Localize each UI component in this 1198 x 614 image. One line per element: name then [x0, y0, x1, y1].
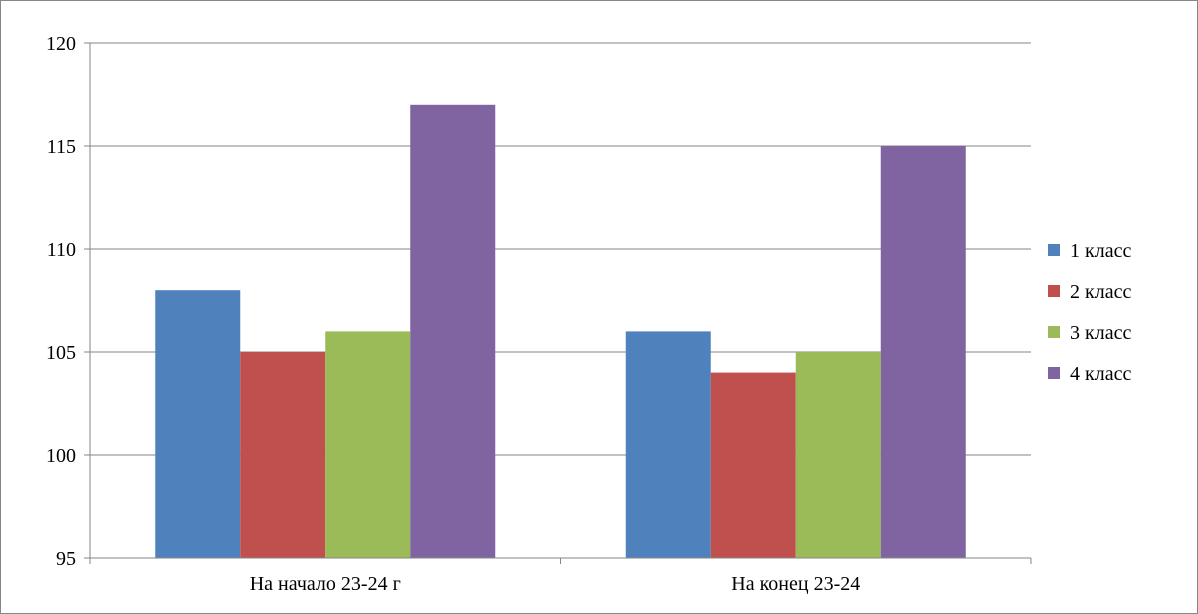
- legend-swatch: [1048, 326, 1060, 338]
- x-category-labels: На начало 23-24 г На конец 23-24: [250, 573, 861, 595]
- x-category-label: На конец 23-24: [731, 573, 860, 595]
- bar-3-1: [325, 331, 411, 558]
- y-tick-label: 105: [46, 342, 76, 364]
- legend-swatch: [1048, 285, 1060, 297]
- legend-label: 1 класс: [1070, 240, 1131, 262]
- bars: [155, 104, 966, 559]
- bar-4-1: [410, 104, 496, 559]
- x-category-label: На начало 23-24 г: [250, 573, 401, 595]
- y-tick-label: 115: [47, 136, 76, 158]
- bar-1-2: [625, 331, 711, 558]
- axes: [84, 42, 1032, 564]
- legend-swatch: [1048, 367, 1060, 379]
- legend: 1 класс 2 класс 3 класс 4 класс: [1048, 240, 1131, 385]
- bar-4-2: [880, 146, 966, 558]
- y-tick-label: 110: [47, 239, 76, 261]
- bar-2-2: [710, 372, 796, 558]
- y-tick-label: 120: [46, 33, 76, 55]
- legend-swatch: [1048, 244, 1060, 256]
- legend-label: 4 класс: [1070, 363, 1131, 385]
- bar-3-2: [795, 352, 881, 558]
- legend-label: 3 класс: [1070, 322, 1131, 344]
- y-tick-labels: 95 100 105 110 115 120: [46, 33, 76, 570]
- bar-1-1: [155, 290, 241, 558]
- bar-2-1: [240, 352, 326, 558]
- y-tick-label: 95: [56, 548, 76, 570]
- y-tick-label: 100: [46, 445, 76, 467]
- legend-label: 2 класс: [1070, 281, 1131, 303]
